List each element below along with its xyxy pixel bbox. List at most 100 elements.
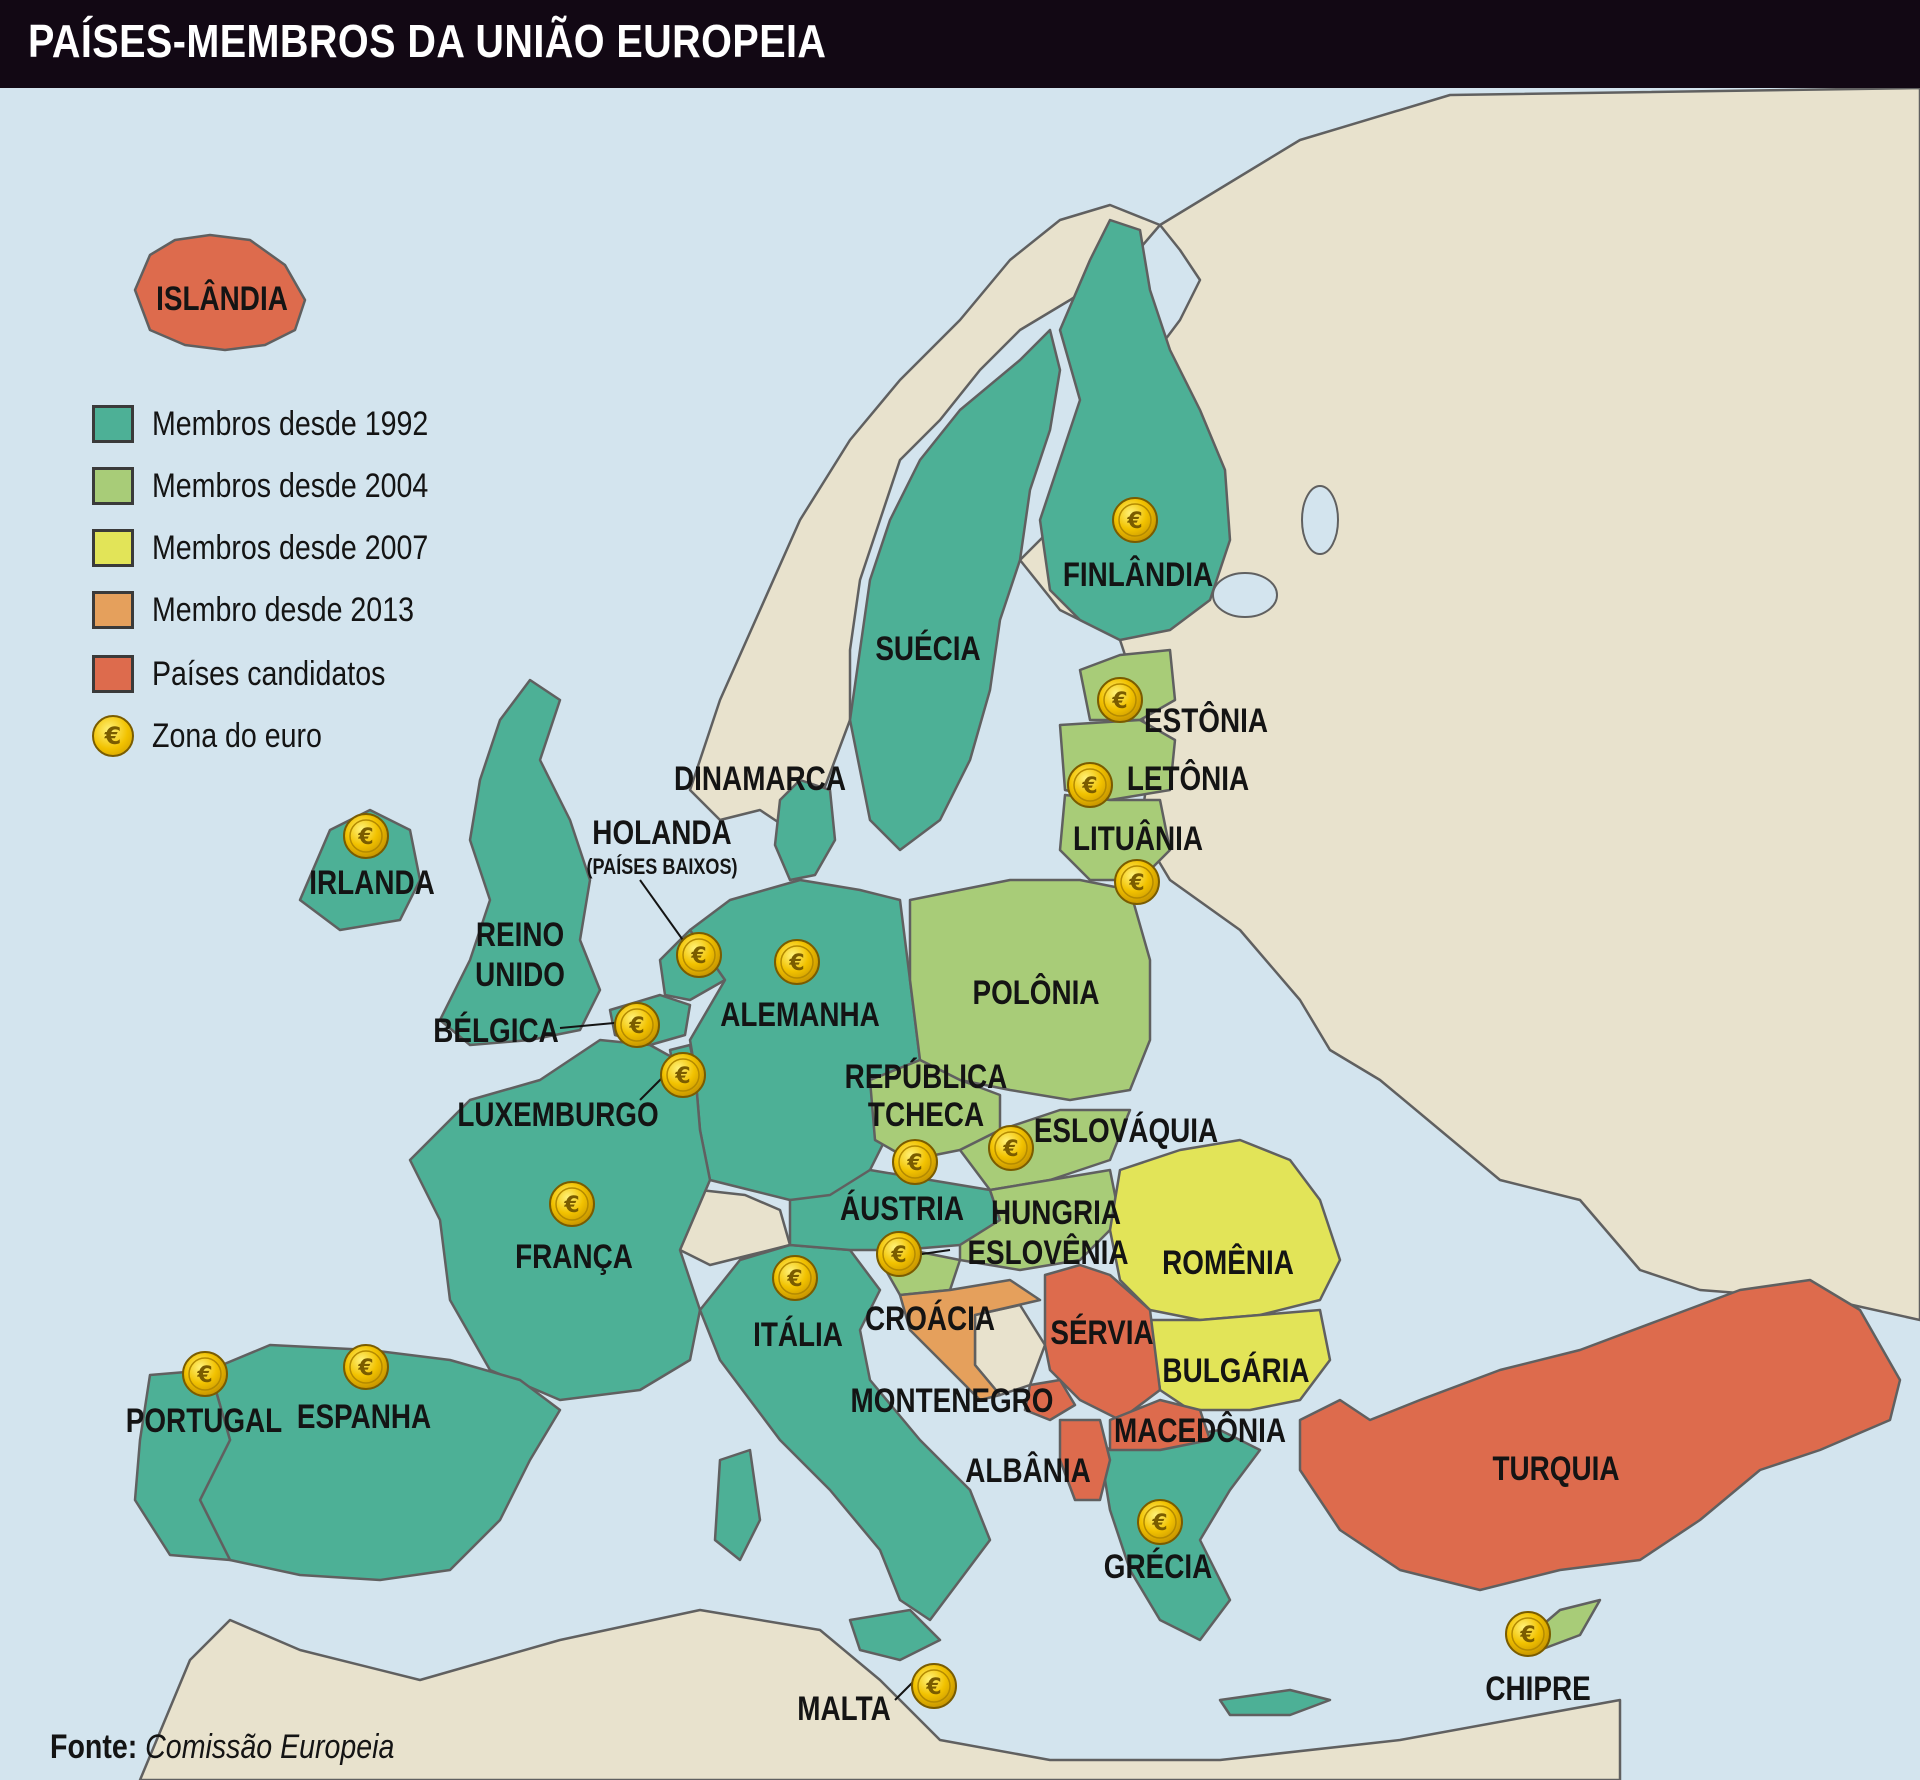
euro-coin-icon-luxembourg [660,1052,706,1098]
header-bar: PAÍSES-MEMBROS DA UNIÃO EUROPEIA [0,0,1920,88]
label-suecia: SUÉCIA [875,630,981,668]
legend-swatch-candidates [92,655,134,693]
legend-label-candidates: Países candidatos [152,654,386,693]
label-estonia: ESTÔNIA [1144,702,1268,740]
label-luxemburgo: LUXEMBURGO [457,1096,659,1134]
label-grecia: GRÉCIA [1103,1548,1213,1586]
country-iceland [133,233,307,352]
legend-item-2007: Membros desde 2007 [92,526,481,570]
map-title: PAÍSES-MEMBROS DA UNIÃO EUROPEIA [28,15,827,67]
legend-label-2007: Membros desde 2007 [152,528,429,567]
country-sicily [848,1608,942,1662]
legend-label-2004: Membros desde 2004 [152,466,429,505]
country-greece [1098,1428,1262,1642]
euro-coin-icon-cyprus [1505,1611,1551,1657]
country-uk [438,678,602,1047]
euro-coin-icon-malta [911,1663,957,1709]
euro-coin-icon-france [549,1181,595,1227]
legend-item-candidates: Países candidatos [92,652,430,696]
euro-coin-icon-austria [892,1139,938,1185]
label-croacia: CROÁCIA [864,1300,996,1338]
country-bulgaria [1148,1308,1332,1412]
label-portugal: PORTUGAL [125,1402,283,1440]
label-macedonia: MACEDÔNIA [1114,1412,1286,1450]
europe-map: € [0,88,1920,1780]
legend-item-2013: Membro desde 2013 [92,588,464,632]
euro-coin-icon-italy [772,1255,818,1301]
country-sweden [848,328,1062,852]
source-value: Comissão Europeia [145,1728,395,1766]
euro-coin-icon-netherlands [676,932,722,978]
label-letonia: LETÔNIA [1126,760,1250,798]
label-irlanda: IRLANDA [309,864,435,902]
country-macedonia [1108,1398,1212,1452]
label-polonia: POLÔNIA [972,974,1100,1012]
label-belgica: BÉLGICA [433,1012,559,1050]
label-romenia: ROMÊNIA [1162,1244,1294,1282]
label-franca: FRANÇA [515,1238,633,1276]
country-albania [1058,1418,1112,1502]
label-turquia: TURQUIA [1492,1450,1620,1488]
euro-coin-icon-slovenia [876,1231,922,1277]
label-republica-tcheca-line2: TCHECA [867,1096,985,1134]
label-servia: SÉRVIA [1050,1314,1154,1352]
label-islandia: ISLÂNDIA [156,280,288,318]
label-chipre: CHIPRE [1485,1670,1591,1708]
country-denmark [773,778,837,882]
legend-label-1992: Membros desde 1992 [152,404,429,443]
label-reino-unido-line2: UNIDO [475,956,565,994]
label-hungria: HUNGRIA [990,1194,1122,1232]
land-north-africa [138,1608,1622,1780]
euro-coin-icon-germany [774,939,820,985]
label-lituania: LITUÂNIA [1072,820,1204,858]
legend-swatch-2007 [92,529,134,567]
label-alemanha: ALEMANHA [720,996,880,1034]
euro-coin-icon-estonia [1097,677,1143,723]
country-montenegro [1023,1378,1077,1422]
euro-coin-icon [92,715,134,757]
euro-coin-icon-latvia [1067,762,1113,808]
euro-coin-icon-belgium [614,1002,660,1048]
lake-onega [1301,485,1339,555]
legend-item-1992: Membros desde 1992 [92,402,481,446]
euro-coin-icon-slovakia [988,1125,1034,1171]
label-albania: ALBÂNIA [965,1452,1091,1490]
source-label: Fonte: [50,1728,138,1766]
legend-swatch-1992 [92,405,134,443]
label-reino-unido-line1: REINO [475,916,565,954]
country-serbia [1043,1263,1162,1422]
euro-coin-icon-spain [343,1344,389,1390]
euro-coin-icon-finland [1112,497,1158,543]
label-bulgaria: BULGÁRIA [1162,1352,1310,1390]
label-eslovenia: ESLOVÊNIA [967,1234,1129,1272]
holanda-leader-line [639,879,691,951]
source-note: Fonte: Comissão Europeia [50,1728,394,1767]
country-hungary [958,1168,1122,1272]
label-austria: ÁUSTRIA [840,1190,964,1228]
label-italia: ITÁLIA [753,1316,843,1354]
land-norway [688,203,1162,832]
label-montenegro: MONTENEGRO [850,1382,1054,1420]
label-finlandia: FINLÂNDIA [1062,556,1214,594]
country-turkey [1298,1278,1902,1592]
country-crete [1218,1688,1332,1717]
legend-swatch-2013 [92,591,134,629]
euro-coin-icon-lithuania [1114,859,1160,905]
label-dinamarca: DINAMARCA [674,760,846,798]
euro-coin-icon-portugal [182,1351,228,1397]
legend-label-euro: Zona do euro [152,716,322,755]
label-republica-tcheca-line1: REPÚBLICA [844,1058,1008,1096]
country-sardinia [713,1448,762,1562]
label-espanha: ESPANHA [296,1398,432,1436]
label-eslovaquia: ESLOVÁQUIA [1033,1112,1219,1150]
euro-coin-icon-greece [1137,1499,1183,1545]
label-malta: MALTA [797,1690,891,1728]
legend-item-2004: Membros desde 2004 [92,464,481,508]
label-holanda: HOLANDA [592,814,732,852]
country-romania [1108,1138,1342,1322]
legend-item-euro: Zona do euro [92,714,354,758]
country-finland [1038,218,1232,642]
legend-label-2013: Membro desde 2013 [152,590,414,629]
lake-ladoga [1212,572,1278,618]
country-lithuania [1058,793,1172,882]
